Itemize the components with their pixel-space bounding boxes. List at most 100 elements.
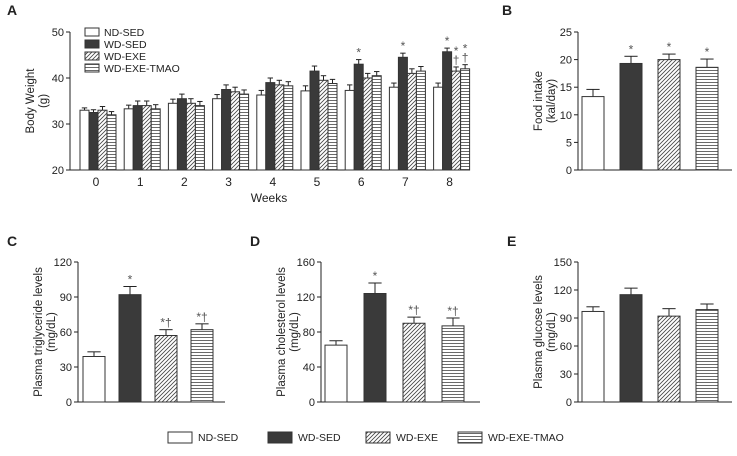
bar: [657, 315, 681, 403]
bar: [132, 105, 143, 171]
bar: [141, 105, 152, 171]
bar: [309, 70, 320, 171]
bottom-legend: ND-SED WD-SED WD-EXE WD-EXE-TMAO: [167, 431, 564, 444]
significance-marker: *†: [196, 310, 207, 324]
bar: [300, 90, 311, 171]
significance-marker: *†: [160, 316, 171, 330]
bar: [123, 108, 134, 171]
bar: [363, 293, 387, 403]
bar: [388, 86, 399, 171]
legend-swatch: [84, 39, 100, 49]
x-tick-label: 3: [225, 175, 232, 189]
bar: [212, 98, 223, 171]
x-tick-label: 1: [137, 175, 144, 189]
bar: [221, 89, 232, 171]
bar: [176, 98, 187, 171]
bar: [695, 66, 719, 171]
y-tick-label: 30: [60, 362, 72, 374]
legend-label: WD-EXE-TMAO: [488, 432, 564, 444]
x-tick-label: 0: [93, 175, 100, 189]
x-tick-label: 7: [402, 175, 409, 189]
panel-label: E: [507, 233, 516, 249]
y-tick-label: 20: [560, 55, 572, 67]
bar: [619, 62, 643, 171]
y-axis-title: Plasma cholesterol levels: [276, 267, 288, 397]
y-tick-label: 80: [303, 327, 315, 339]
bar: [190, 329, 214, 403]
legend-swatch: [84, 63, 100, 73]
x-tick-label: 5: [314, 175, 321, 189]
significance-marker: *: [454, 44, 459, 58]
x-tick-label: 2: [181, 175, 188, 189]
bar: [318, 79, 329, 171]
bar: [230, 91, 241, 171]
panel-e: E 0 30 60 90 120 150 Plasma glucose levels (mg/d…: [507, 233, 732, 409]
y-axis-title: Plasma triglyceride levels: [33, 267, 45, 397]
panel-label: C: [7, 233, 17, 249]
bar: [415, 70, 426, 171]
bar: [619, 294, 643, 403]
bar: [154, 335, 178, 403]
legend-label: ND-SED: [198, 432, 239, 444]
x-tick-label: 6: [358, 175, 365, 189]
panel-b: B 0 5 10 15 20 25 Food intake (kal/day) * * *: [502, 2, 732, 177]
y-tick-label: 60: [60, 327, 72, 339]
legend-label: WD-EXE-TMAO: [104, 63, 180, 75]
y-tick-label: 20: [52, 165, 64, 177]
bar: [442, 51, 453, 171]
bar: [274, 84, 285, 171]
y-tick-label: 90: [560, 313, 572, 325]
bar: [460, 68, 471, 171]
y-tick-label: 0: [566, 397, 572, 409]
bar: [397, 56, 408, 171]
legend-label: WD-EXE: [104, 51, 146, 63]
y-axis-unit: (mg/dL): [289, 312, 301, 352]
y-tick-label: 5: [566, 137, 572, 149]
bar: [239, 93, 250, 171]
bar: [194, 105, 205, 171]
y-tick-label: 160: [297, 257, 315, 269]
significance-marker: *: [401, 39, 406, 53]
significance-marker: *: [705, 45, 710, 59]
significance-marker: †: [453, 53, 460, 67]
y-tick-label: 40: [52, 73, 64, 85]
bar: [185, 102, 196, 171]
significance-marker: *: [128, 273, 133, 287]
legend-label: WD-SED: [298, 432, 341, 444]
bar: [82, 356, 106, 403]
legend-swatch: [84, 27, 100, 37]
x-axis-title: Weeks: [251, 191, 287, 205]
significance-marker: *: [667, 40, 672, 54]
y-axis-unit: (mg/dL): [46, 312, 58, 352]
bar: [581, 310, 605, 403]
y-tick-label: 10: [560, 110, 572, 122]
bar: [344, 89, 355, 171]
panel-c: C 0 30 60 90 120 Plasma triglyceride levels (mg…: [7, 233, 225, 409]
bar: [406, 72, 417, 171]
bar: [371, 75, 382, 171]
bar: [88, 112, 99, 171]
y-tick-label: 30: [52, 119, 64, 131]
y-tick-label: 50: [52, 27, 64, 39]
y-tick-label: 90: [60, 292, 72, 304]
legend-label: ND-SED: [104, 27, 145, 39]
bar: [581, 96, 605, 171]
bar: [441, 325, 465, 403]
significance-marker: *: [445, 34, 450, 48]
bar: [353, 63, 364, 171]
panel-label: D: [250, 233, 260, 249]
bar: [695, 309, 719, 403]
bar: [79, 109, 90, 171]
y-tick-label: 25: [560, 27, 572, 39]
bar: [118, 294, 142, 403]
bar: [150, 108, 161, 171]
x-tick-label: 8: [446, 175, 453, 189]
panel-label: A: [7, 2, 17, 18]
y-tick-label: 15: [560, 82, 572, 94]
y-tick-label: 120: [54, 257, 72, 269]
legend-swatch: [457, 431, 483, 444]
y-axis-unit: (mg/dL): [546, 312, 558, 352]
